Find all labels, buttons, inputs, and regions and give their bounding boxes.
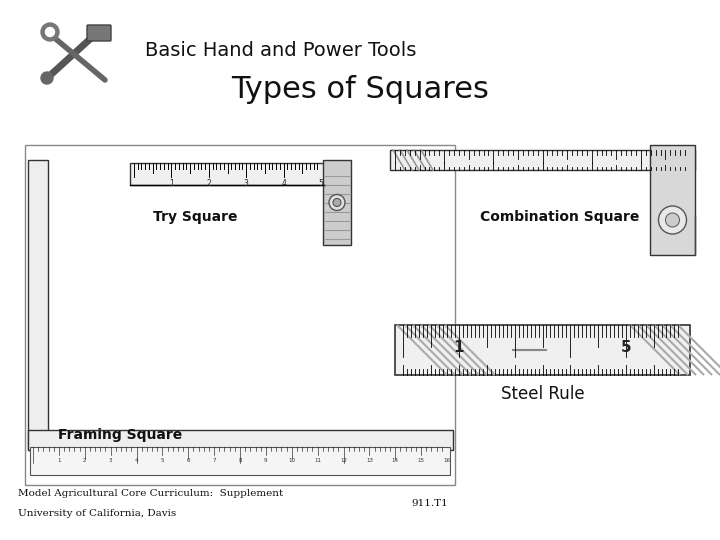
Text: 10: 10 <box>288 458 295 463</box>
Circle shape <box>659 206 686 234</box>
Bar <box>28 160 48 450</box>
Text: 5: 5 <box>318 179 323 188</box>
FancyBboxPatch shape <box>87 25 111 41</box>
Text: 1: 1 <box>169 179 174 188</box>
Circle shape <box>665 213 680 227</box>
Bar <box>390 150 695 170</box>
Bar <box>323 160 351 245</box>
Text: 7: 7 <box>212 458 216 463</box>
Text: Types of Squares: Types of Squares <box>231 76 489 105</box>
Circle shape <box>41 23 59 41</box>
Text: 1: 1 <box>454 341 464 355</box>
Text: 2: 2 <box>83 458 86 463</box>
Text: 4: 4 <box>135 458 138 463</box>
Bar <box>650 145 695 255</box>
Circle shape <box>329 194 345 211</box>
Bar <box>28 430 453 450</box>
Text: Combination Square: Combination Square <box>480 210 639 224</box>
Text: 911.T1: 911.T1 <box>412 499 449 508</box>
Circle shape <box>333 199 341 206</box>
Text: Steel Rule: Steel Rule <box>500 385 585 403</box>
Circle shape <box>41 72 53 84</box>
Text: 16: 16 <box>444 458 451 463</box>
Text: 3: 3 <box>109 458 112 463</box>
Text: University of California, Davis: University of California, Davis <box>18 509 176 518</box>
Bar <box>30 447 450 475</box>
Circle shape <box>45 28 55 37</box>
Text: 1: 1 <box>57 458 60 463</box>
Text: 13: 13 <box>366 458 373 463</box>
Text: 2: 2 <box>207 179 211 188</box>
Text: 6: 6 <box>186 458 190 463</box>
Text: Model Agricultural Core Curriculum:  Supplement: Model Agricultural Core Curriculum: Supp… <box>18 489 283 498</box>
Text: Try Square: Try Square <box>153 210 238 224</box>
Text: 5: 5 <box>621 341 631 355</box>
Text: 15: 15 <box>418 458 425 463</box>
Bar <box>25 145 455 485</box>
Text: 3: 3 <box>244 179 248 188</box>
Text: 9: 9 <box>264 458 268 463</box>
Text: 5: 5 <box>161 458 164 463</box>
Text: Framing Square: Framing Square <box>58 428 182 442</box>
Text: 4: 4 <box>282 179 286 188</box>
Text: Basic Hand and Power Tools: Basic Hand and Power Tools <box>145 40 416 59</box>
Text: 8: 8 <box>238 458 242 463</box>
Text: 11: 11 <box>314 458 321 463</box>
Bar <box>130 163 325 185</box>
Bar <box>395 325 690 375</box>
Text: 14: 14 <box>392 458 399 463</box>
Text: 12: 12 <box>340 458 347 463</box>
